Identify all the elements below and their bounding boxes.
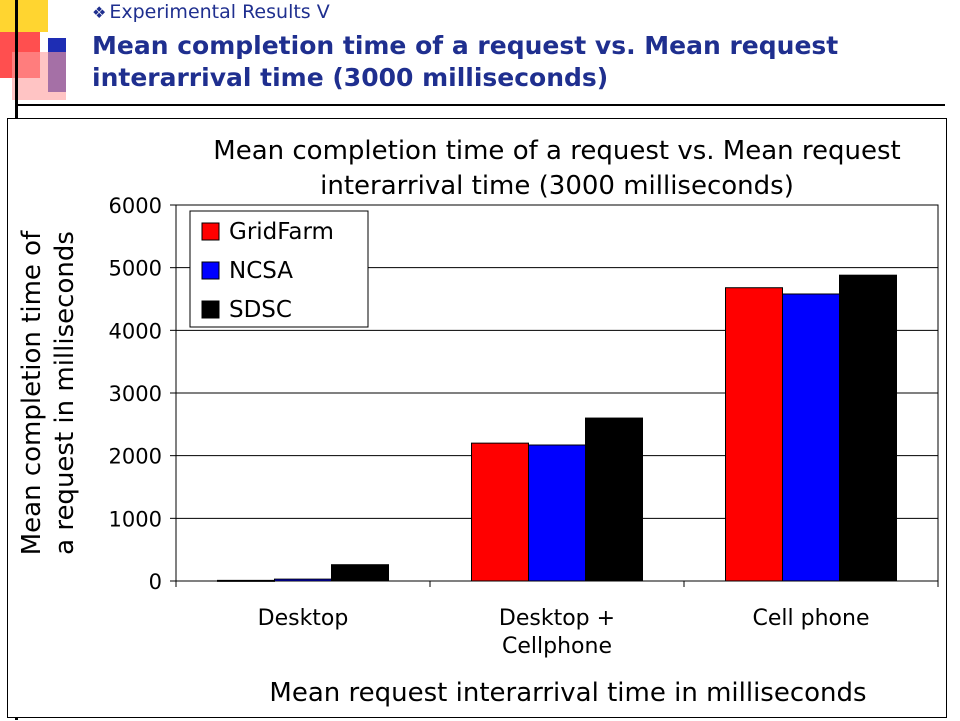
plot-area-border	[175, 204, 939, 582]
y-tick-label: 6000	[109, 194, 162, 218]
legend-label-gridfarm: GridFarm	[229, 219, 334, 245]
deco-pink-block	[12, 52, 66, 100]
y-tick-labels: 0 1000 2000 3000 4000 5000 6000	[109, 194, 162, 594]
y-tick-label: 1000	[109, 507, 162, 531]
y-tick-label: 4000	[109, 319, 162, 343]
chart-title-line: interarrival time (3000 milliseconds)	[320, 171, 794, 201]
bar-ncsa-2	[782, 293, 840, 582]
chart-title: Mean completion time of a request vs. Me…	[213, 136, 900, 201]
bar-chart: Mean completion time of a request vs. Me…	[17, 136, 939, 708]
bar-sdsc-0	[331, 564, 389, 582]
deco-horizontal-line	[15, 104, 945, 106]
slide-title: Mean completion time of a request vs. Me…	[92, 31, 839, 92]
y-axis-label-line: Mean completion time of	[17, 230, 47, 555]
legend-label-sdsc: SDSC	[229, 297, 292, 323]
y-tick-label: 5000	[109, 257, 162, 281]
bar-ncsa-1	[528, 444, 586, 582]
y-tick-label: 2000	[109, 445, 162, 469]
x-tick-label: Desktop	[258, 606, 349, 631]
legend: GridFarm NCSA SDSC	[189, 210, 369, 328]
y-axis-label-line: a request in milliseconds	[50, 231, 80, 555]
bar-sdsc-2	[839, 274, 897, 582]
y-tick-label: 3000	[109, 382, 162, 406]
x-tick-label: Desktop +	[499, 606, 615, 631]
x-tick-label: Cell phone	[753, 606, 870, 631]
x-tick-labels: Desktop Desktop + Cellphone Cell phone	[258, 606, 870, 659]
x-axis-label: Mean request interarrival time in millis…	[269, 678, 866, 708]
y-axis-label: Mean completion time of a request in mill…	[17, 230, 80, 555]
slide-bullet: ❖ Experimental Results V	[92, 0, 330, 25]
bars	[217, 274, 897, 582]
legend-swatch-sdsc	[201, 300, 220, 319]
bar-gridfarm-2	[725, 287, 783, 582]
bar-gridfarm-1	[471, 442, 529, 582]
bar-sdsc-1	[585, 417, 643, 582]
x-axis-label: Mean request interarrival time in millis…	[269, 678, 866, 708]
legend-swatch-ncsa	[201, 261, 220, 280]
chart-frame: Mean completion time of a request vs. Me…	[7, 118, 947, 718]
deco-yellow-block	[0, 0, 48, 32]
axes	[175, 204, 939, 587]
legend-box	[189, 210, 369, 328]
diamond-bullet-icon: ❖	[92, 3, 107, 22]
legend-label-ncsa: NCSA	[229, 258, 293, 284]
slide-bullet-text: Experimental Results V	[109, 1, 330, 23]
chart-title-line: Mean completion time of a request vs. Me…	[213, 136, 900, 166]
legend-swatch-gridfarm	[201, 222, 220, 241]
y-tick-label: 0	[149, 570, 162, 594]
x-tick-label: Cellphone	[502, 634, 612, 659]
